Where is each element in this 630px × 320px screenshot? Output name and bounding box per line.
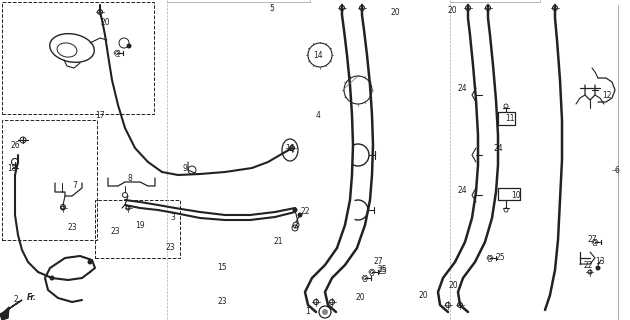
Bar <box>2 2 154 114</box>
Circle shape <box>88 260 93 265</box>
Text: 13: 13 <box>595 258 605 267</box>
Bar <box>95 200 180 258</box>
Text: 25: 25 <box>377 266 387 275</box>
Text: 20: 20 <box>448 281 458 290</box>
Text: 21: 21 <box>273 237 283 246</box>
Text: 23: 23 <box>67 223 77 233</box>
Text: 23: 23 <box>217 298 227 307</box>
Text: 6: 6 <box>614 165 619 174</box>
Bar <box>2 120 97 240</box>
Text: 2: 2 <box>14 295 18 305</box>
Text: 15: 15 <box>217 263 227 273</box>
Text: 22: 22 <box>583 260 593 269</box>
Text: 10: 10 <box>511 190 521 199</box>
Text: 9: 9 <box>183 164 188 172</box>
Text: 24: 24 <box>457 84 467 92</box>
Text: 16: 16 <box>285 143 295 153</box>
Text: 20: 20 <box>447 5 457 14</box>
Text: 11: 11 <box>505 114 515 123</box>
Text: 8: 8 <box>128 173 132 182</box>
Circle shape <box>127 44 132 49</box>
Text: 24: 24 <box>457 186 467 195</box>
Text: 7: 7 <box>72 180 77 189</box>
Text: 1: 1 <box>306 308 311 316</box>
Text: 25: 25 <box>495 253 505 262</box>
Text: 20: 20 <box>418 291 428 300</box>
Text: 22: 22 <box>301 207 310 217</box>
Circle shape <box>292 207 297 212</box>
Text: 23: 23 <box>110 228 120 236</box>
Text: 20: 20 <box>100 18 110 27</box>
Polygon shape <box>0 300 22 320</box>
Text: 23: 23 <box>165 244 175 252</box>
Text: 14: 14 <box>313 51 323 60</box>
Text: 20: 20 <box>390 7 400 17</box>
Circle shape <box>50 276 55 281</box>
Text: 18: 18 <box>8 164 17 172</box>
Text: 12: 12 <box>602 91 612 100</box>
Text: 3: 3 <box>171 213 175 222</box>
Text: 19: 19 <box>135 220 145 229</box>
Text: 26: 26 <box>10 140 20 149</box>
Text: 27: 27 <box>587 236 597 244</box>
Text: 5: 5 <box>270 4 275 12</box>
Text: 20: 20 <box>355 293 365 302</box>
Text: 25: 25 <box>377 268 387 276</box>
Text: 27: 27 <box>373 258 383 267</box>
Circle shape <box>297 212 302 218</box>
Text: 4: 4 <box>316 110 321 119</box>
Text: 17: 17 <box>95 110 105 119</box>
Text: 24: 24 <box>493 143 503 153</box>
Circle shape <box>595 266 600 270</box>
Circle shape <box>322 309 328 315</box>
Text: Fr.: Fr. <box>27 293 37 302</box>
